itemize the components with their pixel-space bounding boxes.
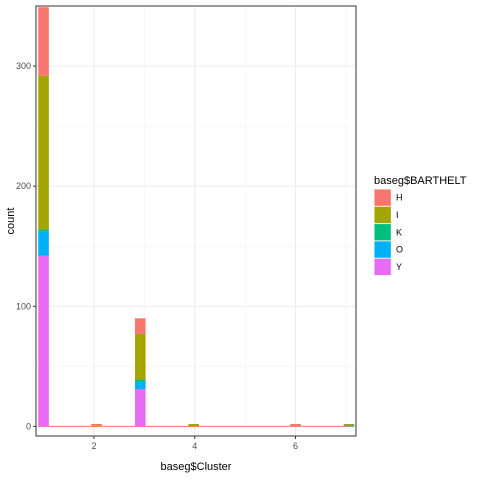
bar-segment-H	[38, 7, 49, 76]
x-axis-title: baseg$Cluster	[161, 461, 232, 473]
bar-segment-O	[38, 231, 49, 256]
legend-item: I	[374, 206, 399, 224]
legend-key	[374, 241, 391, 258]
bar-segment-O	[135, 381, 146, 390]
bar-segment-H	[91, 423, 102, 426]
x-tick-label: 6	[293, 441, 298, 451]
bar-segment-K	[343, 425, 355, 427]
legend-item: O	[374, 240, 403, 259]
legend-label: H	[396, 193, 403, 203]
bar-segment-Y	[135, 389, 146, 427]
legend-title: baseg$BARTHELT	[374, 175, 467, 187]
y-axis-title: count	[5, 208, 17, 235]
legend-item: K	[374, 223, 402, 241]
bar-stack	[38, 7, 49, 427]
y-tick-label: 0	[26, 421, 31, 431]
bar-segment-Y	[38, 255, 49, 427]
legend-label: Y	[396, 262, 402, 272]
y-axis: 0 100 200 300	[16, 61, 36, 431]
legend-key	[374, 206, 391, 224]
bar-segment-K	[38, 229, 49, 232]
legend-label: O	[396, 245, 403, 255]
bars	[38, 7, 355, 427]
y-tick-label: 100	[16, 301, 31, 311]
bar-stack	[343, 423, 355, 427]
bar-stack	[188, 423, 200, 427]
legend-item: Y	[374, 258, 402, 276]
x-axis: 2 4 6	[91, 436, 298, 451]
plot-border	[35, 5, 357, 437]
legend-key	[374, 189, 391, 206]
bar-stack	[135, 318, 146, 427]
bar-segment-K	[135, 379, 146, 382]
y-tick-label: 200	[16, 181, 31, 191]
bar-segment-I	[188, 423, 200, 427]
legend-label: I	[396, 210, 399, 220]
bar-segment-I	[343, 423, 355, 426]
legend-key	[374, 258, 391, 275]
y-tick-label: 300	[16, 61, 31, 71]
bar-stack	[91, 423, 102, 427]
bar-stack	[290, 423, 301, 427]
bar-segment-H	[290, 423, 301, 427]
bar-segment-H	[135, 318, 146, 334]
legend-label: K	[396, 227, 402, 237]
plot-panel	[36, 6, 356, 436]
x-tick-label: 2	[91, 441, 96, 451]
legend-item: H	[374, 189, 403, 207]
bar-segment-I	[91, 425, 102, 427]
x-tick-label: 4	[192, 441, 197, 451]
legend-key	[374, 224, 391, 241]
bar-segment-I	[135, 333, 146, 380]
bar-segment-I	[38, 75, 49, 230]
